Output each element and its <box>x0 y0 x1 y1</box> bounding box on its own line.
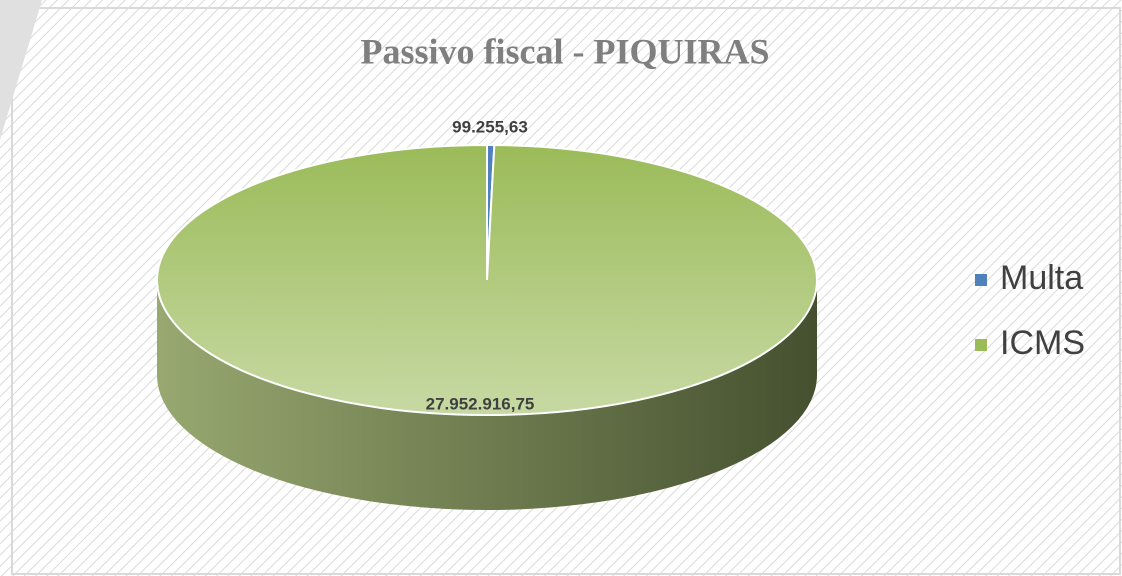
legend-label: Multa <box>1000 259 1083 297</box>
data-label: 27.952.916,75 <box>426 394 535 413</box>
chart-title: Passivo fiscal - PIQUIRAS <box>360 31 769 71</box>
legend-label: ICMS <box>1000 324 1085 362</box>
data-label: 99.255,63 <box>452 117 528 136</box>
legend-swatch <box>975 339 987 351</box>
legend-swatch <box>975 274 987 286</box>
corner-decoration <box>0 0 42 140</box>
pie-slice-side <box>157 280 817 510</box>
pie-slice <box>156 143 819 416</box>
chart-frame <box>11 7 1121 575</box>
